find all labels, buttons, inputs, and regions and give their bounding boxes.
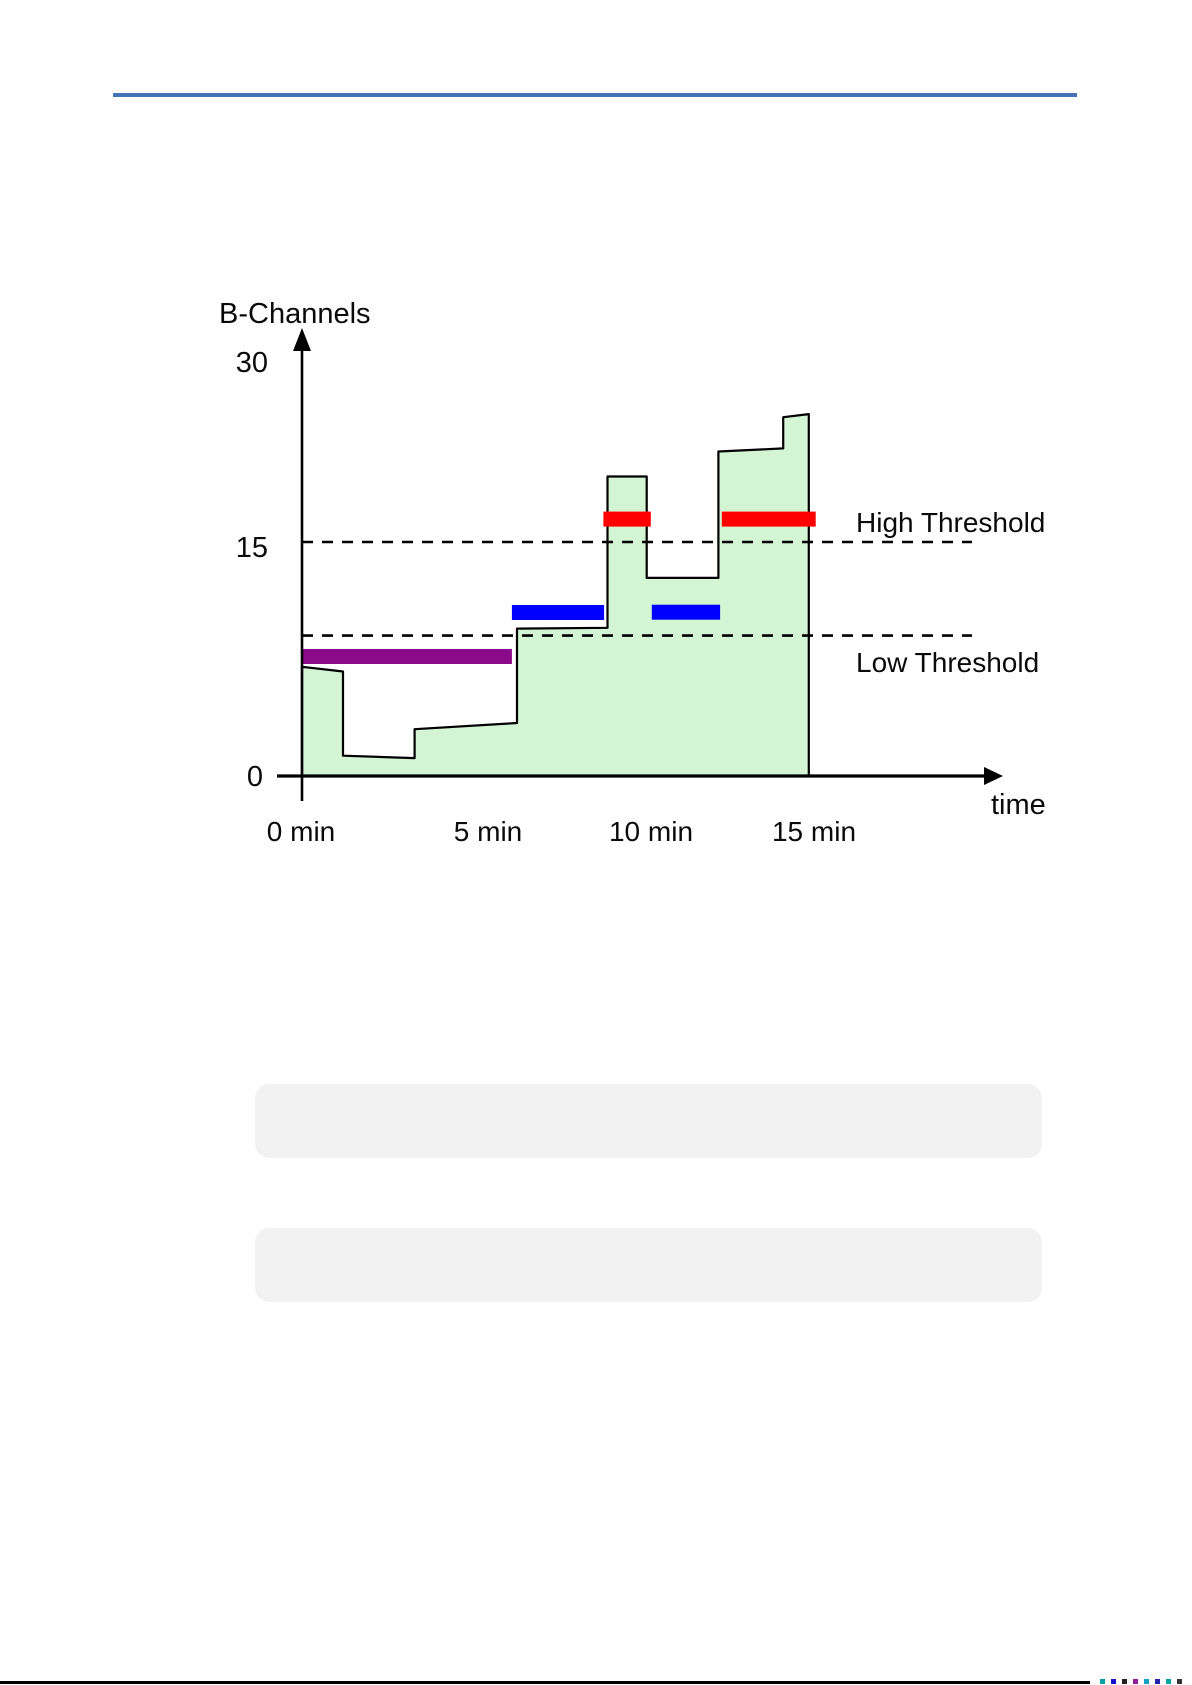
y-tick-30: 30: [235, 347, 268, 379]
bottom-edge-artifact: [1133, 1679, 1138, 1684]
occupied-channels-area: [300, 413, 810, 778]
bottom-edge-artifact: [1144, 1679, 1149, 1684]
bottom-edge-rule: [0, 1681, 1090, 1684]
above-high-threshold-bar-1: [603, 511, 651, 527]
bottom-edge-artifact: [1122, 1679, 1127, 1684]
below-low-threshold-bar: [302, 649, 512, 664]
answer-box-2[interactable]: [255, 1228, 1042, 1302]
y-axis-arrow: [293, 328, 311, 351]
high-threshold-label: High Threshold: [856, 507, 1046, 538]
bottom-edge-artifact: [1177, 1679, 1182, 1684]
b-channels-chart: B-Channels 30 15 0 0 min 5 min 10 min 15…: [219, 298, 1046, 847]
between-thresholds-bar-1: [511, 605, 605, 620]
x-axis-arrow: [984, 767, 1003, 785]
y-tick-0: 0: [246, 761, 263, 793]
chart-canvas: [277, 328, 1003, 801]
above-high-threshold-bar-2: [721, 511, 816, 527]
bottom-edge-artifact: [1155, 1679, 1160, 1684]
low-threshold-label: Low Threshold: [856, 647, 1040, 678]
y-axis-title: B-Channels: [219, 298, 371, 330]
x-axis-title: time: [991, 789, 1046, 821]
bottom-edge-artifact: [1111, 1679, 1116, 1684]
x-tick-5min: 5 min: [453, 816, 523, 847]
bottom-edge-artifact: [1100, 1679, 1105, 1684]
x-tick-15min: 15 min: [771, 816, 857, 847]
y-tick-15: 15: [235, 532, 268, 564]
x-tick-10min: 10 min: [608, 816, 694, 847]
between-thresholds-bar-2: [651, 604, 721, 620]
answer-box-1[interactable]: [255, 1084, 1042, 1158]
header-rule: [113, 93, 1077, 97]
x-tick-0min: 0 min: [266, 816, 336, 847]
bottom-edge-artifact: [1166, 1679, 1171, 1684]
